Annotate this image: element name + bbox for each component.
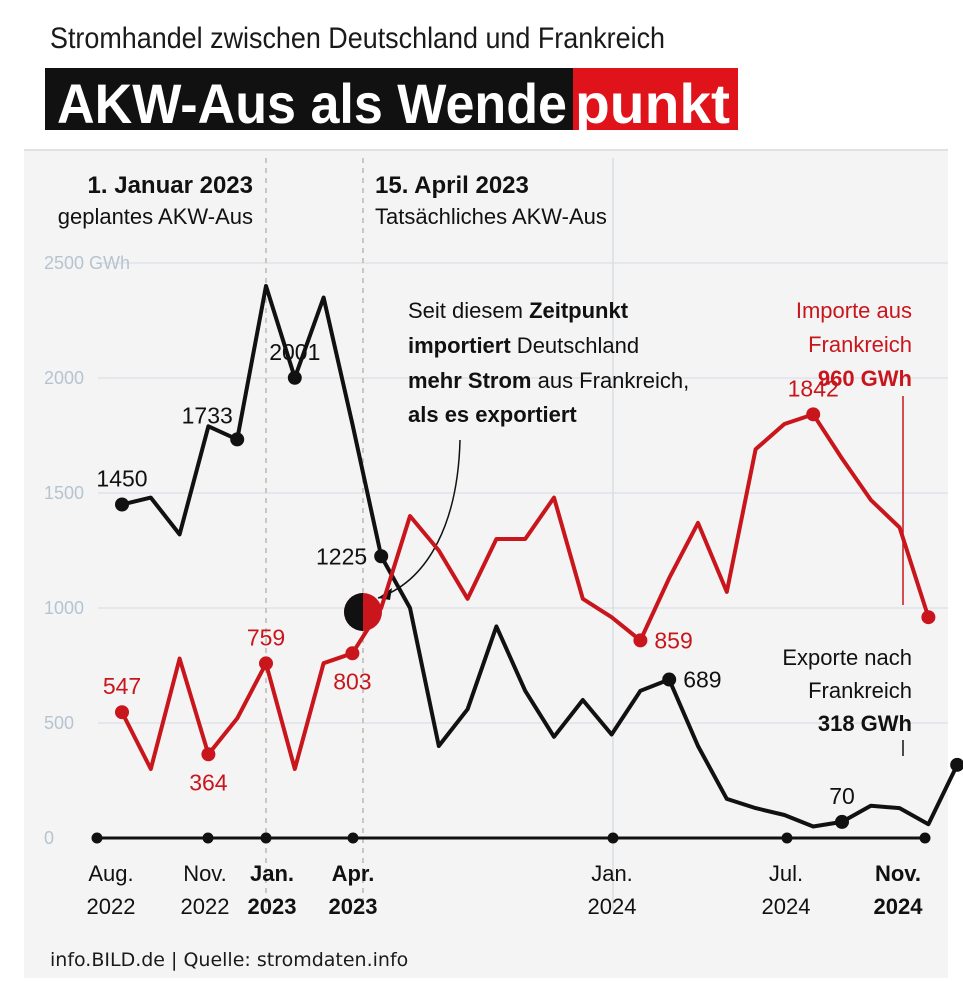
- marker-date: 15. April 2023: [375, 172, 529, 199]
- data-point: [835, 814, 849, 829]
- y-axis-ticks: 0 500 1000 1500 2000 2500 GWh: [44, 253, 130, 848]
- data-label: 2001: [269, 339, 320, 365]
- callout-text: Deutschland: [511, 333, 639, 358]
- x-tick-dot: [91, 832, 103, 844]
- marker-apr-2023-label: 15. April 2023 Tatsächliches AKW-Aus: [375, 172, 607, 229]
- callout-line-1: Seit diesem Zeitpunkt: [408, 298, 629, 323]
- exports-label-line-1: Exporte nach: [782, 645, 912, 670]
- marker-date: 1. Januar 2023: [88, 172, 253, 199]
- gridlines: [98, 262, 948, 724]
- data-label: 859: [654, 627, 692, 653]
- x-tick-month: Jan.: [250, 861, 294, 886]
- data-label: 1450: [96, 466, 147, 492]
- x-tick-month: Jan.: [591, 861, 633, 886]
- data-point: [633, 633, 648, 648]
- data-label: 759: [247, 624, 285, 650]
- title-accent: punkt: [575, 72, 730, 135]
- title-main: AKW-Aus als Wende: [57, 72, 567, 135]
- x-tick-month: Aug.: [88, 861, 133, 886]
- crossover-marker: [344, 593, 382, 631]
- imports-label-line-1: Importe aus: [796, 298, 912, 323]
- data-label: 547: [103, 673, 141, 699]
- x-tick-dot: [202, 832, 214, 844]
- callout-text: aus Frankreich,: [531, 368, 689, 393]
- data-point: [662, 672, 677, 687]
- data-point: [115, 705, 129, 720]
- data-label: 803: [333, 668, 371, 694]
- x-tick-dot: [919, 832, 931, 844]
- series-imports: 547 364 759 803 859 1842: [103, 375, 936, 795]
- marker-jan-2023-label: 1. Januar 2023 geplantes AKW-Aus: [58, 172, 253, 229]
- x-tick-year: 2023: [329, 894, 378, 919]
- y-tick-label: 2500 GWh: [44, 253, 130, 273]
- x-tick-month: Apr.: [332, 861, 375, 886]
- callout-line-4: als es exportiert: [408, 402, 577, 427]
- exports-series-label: Exporte nach Frankreich 318 GWh: [782, 645, 912, 736]
- imports-series-label: Importe aus Frankreich 960 GWh: [796, 298, 912, 391]
- exports-label-line-2: Frankreich: [808, 678, 912, 703]
- crossover-circle-export: [344, 593, 363, 631]
- data-point: [201, 747, 216, 762]
- series-line: [121, 284, 959, 829]
- x-tick-year: 2024: [874, 894, 924, 919]
- y-tick-label: 500: [44, 713, 74, 733]
- data-point: [230, 432, 245, 447]
- data-point: [950, 757, 963, 772]
- x-tick-year: 2023: [248, 894, 297, 919]
- callout-text-bold: Zeitpunkt: [529, 298, 629, 323]
- callout-arrow: [377, 439, 461, 599]
- marker-caption: Tatsächliches AKW-Aus: [375, 204, 607, 229]
- title-main-bg: [45, 68, 573, 130]
- callout-line-3: mehr Strom aus Frankreich,: [408, 368, 689, 393]
- marker-caption: geplantes AKW-Aus: [58, 204, 253, 229]
- data-label: 70: [829, 783, 855, 809]
- data-label: 689: [683, 667, 721, 693]
- series-line: [120, 412, 931, 771]
- x-tick-month: Jul.: [769, 861, 803, 886]
- x-tick-year: 2024: [762, 894, 811, 919]
- x-axis-labels: Aug. 2022 Nov. 2022 Jan. 2023 Apr. 2023 Jan. 2024…: [87, 832, 931, 919]
- imports-label-value: 960 GWh: [818, 366, 912, 391]
- data-label: 1225: [316, 543, 367, 569]
- y-tick-label: 0: [44, 828, 54, 848]
- data-point: [374, 549, 389, 564]
- x-tick-month: Nov.: [183, 861, 227, 886]
- x-tick-dot: [781, 832, 793, 844]
- data-point: [806, 407, 821, 422]
- x-tick-month: Nov.: [875, 861, 921, 886]
- x-tick-year: 2022: [87, 894, 136, 919]
- x-tick-dot: [347, 832, 359, 844]
- data-label: 364: [189, 769, 228, 795]
- data-label: 1842: [788, 375, 839, 401]
- y-tick-label: 1500: [44, 483, 84, 503]
- data-point: [287, 370, 302, 385]
- callout-text-bold: importiert: [408, 333, 511, 358]
- callout-text: Seit diesem: [408, 298, 529, 323]
- data-point: [345, 646, 360, 661]
- exports-label-value: 318 GWh: [818, 711, 912, 736]
- x-tick-dot: [260, 832, 272, 844]
- data-point: [921, 610, 936, 625]
- series-exports: 1450 1733 2001 1225 689 70: [96, 284, 963, 829]
- headline: AKW-Aus als Wende punkt: [45, 68, 738, 135]
- subtitle: Stromhandel zwischen Deutschland und Fra…: [50, 22, 665, 55]
- callout-text-bold: mehr Strom: [408, 368, 531, 393]
- callout-line-2: importiert Deutschland: [408, 333, 639, 358]
- title-accent-bg: [573, 68, 738, 130]
- imports-label-line-2: Frankreich: [808, 332, 912, 357]
- x-tick-year: 2024: [588, 894, 637, 919]
- data-point: [115, 497, 129, 512]
- x-tick-year: 2022: [181, 894, 230, 919]
- data-point: [259, 656, 273, 671]
- footer-source: info.BILD.de | Quelle: stromdaten.info: [50, 949, 408, 971]
- y-tick-label: 1000: [44, 598, 84, 618]
- x-tick-dot: [607, 832, 619, 844]
- y-tick-label: 2000: [44, 368, 84, 388]
- data-label: 1733: [182, 402, 233, 428]
- callout: Seit diesem Zeitpunkt importiert Deutsch…: [408, 298, 689, 427]
